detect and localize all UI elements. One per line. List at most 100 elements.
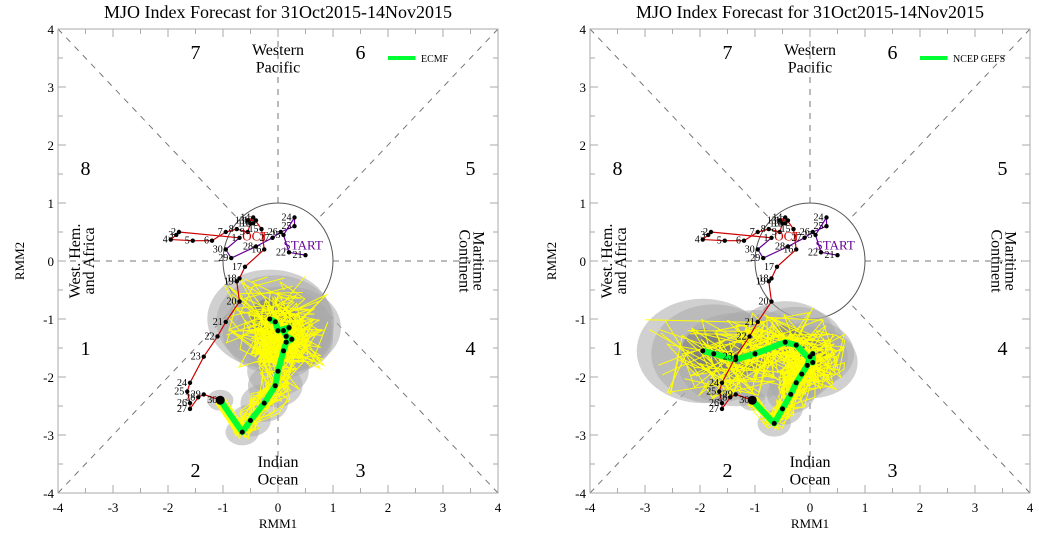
observed-point [783,215,788,220]
observed-point [722,238,727,243]
observed-point [278,229,283,235]
observed-point [215,334,220,339]
observed-point [187,406,193,412]
forecast-point [283,333,289,339]
phase-label-1: 1 [81,338,91,360]
observed-point [719,380,725,385]
observed-point [785,218,791,223]
y-tick-label: 2 [48,138,55,153]
observed-day-label: 15 [781,224,791,235]
observed-point [785,244,791,249]
phase-label-2: 2 [191,460,201,482]
forecast-point [810,351,816,357]
observed-point [237,235,242,240]
observed-point [766,279,771,284]
x-tick-label: 4 [1027,500,1034,515]
ensemble-member-line [689,318,835,427]
observed-day-label: 29 [191,389,201,400]
forecast-point [289,336,295,342]
observed-point [777,229,782,235]
forecast-point [267,316,273,322]
phase-label-8: 8 [81,158,91,180]
region-label-bottom: Ocean [258,471,299,488]
region-label-right: Continent [456,229,473,293]
forecast-point [711,351,717,357]
observed-day-label: 10 [238,218,248,229]
observed-day-label: 26 [177,398,187,409]
region-label-right: Maritime [1001,231,1018,291]
observed-point [794,247,799,252]
y-tick-label: 4 [48,22,55,37]
observed-day-label: 18 [227,273,237,284]
y-tick-label: -3 [43,428,54,443]
region-label-bottom: Indian [790,454,831,471]
observed-day-label: 16 [783,244,793,255]
observed-point [810,229,815,235]
observed-day-label: 22 [205,331,215,342]
observed-day-label: 14 [772,213,782,224]
observed-day-label: 24 [814,213,824,224]
observed-day-label: 28 [185,392,195,403]
observed-day-label: 26 [800,227,810,238]
forecast-point [275,368,281,374]
observed-day-label: 4 [695,235,700,246]
phase-label-3: 3 [888,460,898,482]
observed-day-label: 23 [271,230,281,241]
observed-point [262,247,267,252]
observed-day-label: 24 [709,378,719,389]
observed-day-label: 10 [770,218,780,229]
legend-label: NCEP GEFS [953,54,1005,65]
observed-day-label: 25 [706,387,716,398]
observed-day-label: 4 [163,235,168,246]
region-label-left: West. Hem. [67,224,84,299]
y-axis-label: RMM2 [544,242,559,280]
forecast-point [248,418,253,423]
phase-divider-line [316,28,499,221]
region-label-left: West. Hem. [599,224,616,299]
month-label: OCT [242,229,268,244]
observed-point [733,392,738,397]
observed-point [251,215,256,220]
observed-point [245,218,250,223]
observed-day-label: 22 [737,331,747,342]
x-tick-label: 2 [385,500,392,515]
observed-day-label: 6 [736,236,741,247]
y-tick-label: 0 [48,254,55,269]
observed-point [176,229,182,235]
y-tick-label: 3 [580,80,587,95]
forecast-point [793,380,799,386]
phase-label-4: 4 [466,338,476,360]
phase-divider-line [57,301,240,494]
observed-day-label: 24 [177,378,187,389]
observed-point [717,389,722,394]
forecast-point [799,371,805,377]
y-tick-label: -2 [575,370,586,385]
observed-point [755,229,760,235]
x-tick-label: -1 [218,500,229,515]
observed-day-label: 11 [773,218,783,229]
observed-day-label: 11 [241,218,251,229]
observed-day-label: 23 [803,230,813,241]
observed-point [187,380,193,385]
observed-point [747,334,752,339]
observed-point [292,224,297,229]
x-tick-label: 3 [440,500,447,515]
x-tick-label: -3 [108,500,119,515]
phase-divider-line [848,301,1031,494]
forecast-point [810,360,816,365]
x-axis-label: RMM1 [791,516,829,531]
observed-day-label: 17 [232,262,242,273]
observed-day-label: 27 [177,404,187,415]
phase-divider-line [589,28,772,221]
x-tick-label: -3 [640,500,651,515]
observed-point [196,395,201,400]
observed-day-label: 27 [260,233,270,244]
observed-day-label: 29 [750,253,760,264]
observed-day-label: 25 [814,221,824,232]
observed-point [813,232,818,238]
month-label: OCT [774,229,800,244]
observed-point [229,255,234,261]
x-tick-label: 1 [862,500,869,515]
observed-point [201,354,206,359]
observed-point [818,250,824,255]
